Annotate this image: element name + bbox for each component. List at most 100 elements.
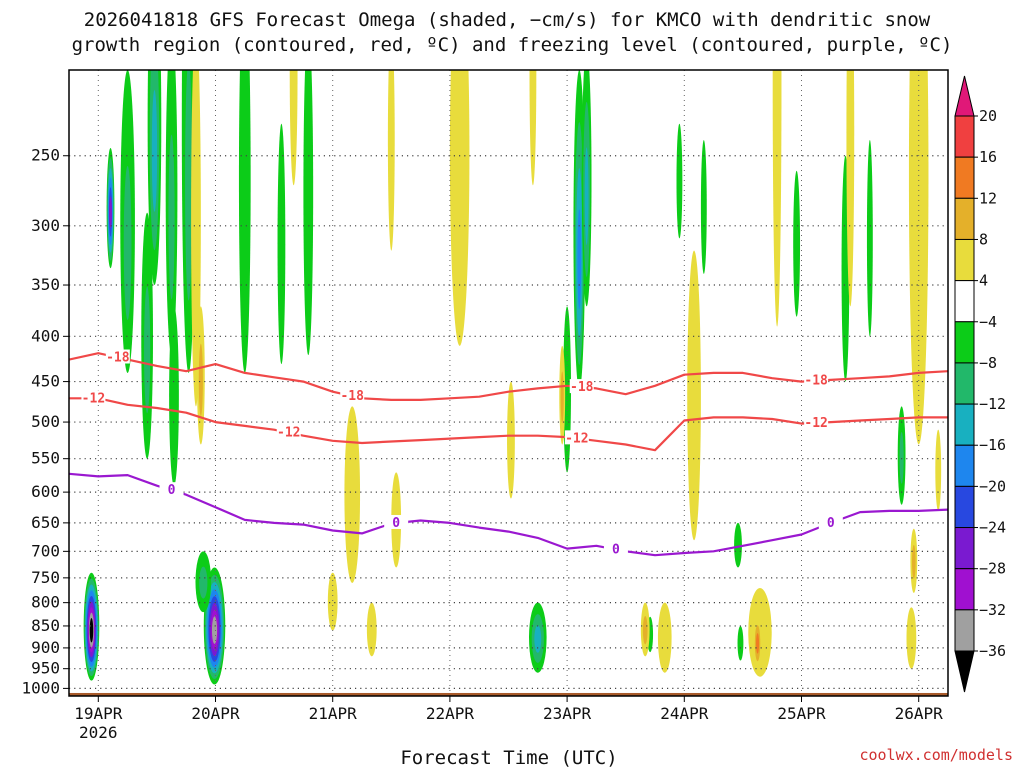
- contour-line-2: [69, 472, 948, 557]
- plot-frame: [68, 69, 949, 697]
- contour-label-2-2: 0: [612, 543, 620, 558]
- colorbar-bin-6: [954, 362, 975, 405]
- colorbar-bottom-arrow: [954, 650, 975, 693]
- contour-label-bg-1-3: [804, 414, 829, 429]
- colorbar-bin-1: [954, 156, 975, 199]
- omega-cell-34-0: [327, 572, 338, 631]
- chart-title-line-2: growth region (contoured, red, ºC) and f…: [72, 34, 953, 56]
- ytick-label-500: 500: [31, 412, 60, 431]
- omega-cell-29-0: [908, 70, 929, 445]
- contour-label-bg-2-1: [384, 514, 409, 529]
- y-axis: 250 300 350 400 450 500 550 600 650 700 750 800 850 9…: [21, 146, 69, 697]
- ytick-label-400: 400: [31, 326, 60, 345]
- contour-label-bg-2-2: [603, 541, 628, 556]
- ytick-label-850: 850: [31, 616, 60, 635]
- colorbar-label-12: −32: [979, 601, 1006, 619]
- omega-cell-50-1: [912, 544, 916, 579]
- credit-link[interactable]: coolwx.com/models: [859, 746, 1013, 764]
- contour-label-bg-2-0: [159, 482, 184, 497]
- colorbar-label-6: −8: [979, 354, 997, 372]
- ytick-label-700: 700: [31, 541, 60, 560]
- ytick-label-900: 900: [31, 638, 60, 657]
- colorbar-label-11: −28: [979, 560, 1006, 578]
- ytick-label-250: 250: [31, 146, 60, 165]
- omega-cell-35-0: [366, 602, 377, 657]
- xtick-label-0: 19APR: [74, 704, 123, 723]
- contour-label-0-2: -18: [570, 380, 594, 395]
- omega-cell-43-0: [846, 70, 855, 307]
- omega-cell-13-3: [577, 209, 582, 310]
- omega-cell-49-0: [529, 70, 537, 186]
- omega-cell-3-5: [109, 196, 113, 229]
- omega-cell-0-8: [89, 618, 94, 643]
- omega-cell-32-0: [344, 406, 361, 583]
- contour-label-bg-0-3: [804, 372, 829, 387]
- colorbar-top-arrow: [954, 75, 975, 117]
- contour-label-1-3: -12: [804, 416, 827, 431]
- colorbar-bin-2: [954, 197, 975, 240]
- contour-label-bg-1-1: [276, 424, 301, 439]
- omega-cell-18-0: [700, 140, 707, 274]
- colorbar-label-1: 16: [979, 148, 997, 166]
- colorbar-label-4: 4: [979, 272, 988, 290]
- contour-label-bg-0-2: [569, 379, 594, 394]
- omega-cell-37-1: [642, 616, 648, 645]
- omega-cell-11-0: [303, 70, 314, 356]
- xtick-label-1: 20APR: [191, 704, 240, 723]
- colorbar: 20 16 12 8 4 −4 −8 −12 −16 −20 −24 −28 −32 −36: [954, 75, 1006, 693]
- omega-cell-46-0: [507, 381, 515, 499]
- omega-cell-5-1: [144, 286, 151, 414]
- colorbar-label-9: −20: [979, 477, 1006, 495]
- ytick-label-800: 800: [31, 593, 60, 612]
- contour-label-2-3: 0: [827, 516, 835, 531]
- terrain-layer: [69, 692, 948, 696]
- xtick-label-3: 22APR: [426, 704, 475, 723]
- omega-cell-8-1: [185, 70, 193, 301]
- contour-label-0-0: -18: [106, 351, 130, 366]
- omega-cell-4-2: [151, 90, 158, 212]
- contour-label-bg-0-1: [340, 388, 365, 403]
- contour-label-1-1: -12: [277, 426, 300, 441]
- colorbar-label-8: −16: [979, 436, 1006, 454]
- colorbar-bin-8: [954, 444, 975, 487]
- xtick-label-5: 24APR: [660, 704, 709, 723]
- colorbar-bin-4: [954, 280, 975, 323]
- omega-cell-22-1: [899, 431, 904, 484]
- omega-cell-41-0: [687, 250, 701, 541]
- colorbar-label-0: 20: [979, 107, 997, 125]
- omega-cell-42-0: [772, 70, 782, 327]
- contour-label-bg-0-0: [105, 349, 130, 364]
- contour-line-0: [69, 352, 948, 401]
- omega-cell-24-0: [737, 625, 744, 661]
- colorbar-bin-10: [954, 527, 975, 570]
- contour-label-1-0: -12: [82, 391, 105, 406]
- colorbar-bin-11: [954, 568, 975, 611]
- omega-shading: [83, 70, 942, 685]
- xtick-label-7: 26APR: [895, 704, 944, 723]
- xtick-label-2: 21APR: [309, 704, 358, 723]
- ytick-label-450: 450: [31, 372, 60, 391]
- chart-title-line-1: 2026041818 GFS Forecast Omega (shaded, −…: [84, 9, 931, 31]
- omega-cell-9-0: [169, 306, 179, 486]
- contour-label-bg-1-0: [81, 390, 106, 405]
- omega-cell-48-0: [387, 70, 395, 251]
- xtick-sublabel-0: 2026: [79, 723, 118, 742]
- contour-label-0-1: -18: [340, 389, 364, 404]
- omega-cell-39-2: [756, 633, 760, 654]
- colorbar-bin-9: [954, 485, 975, 529]
- omega-cell-2-1: [199, 566, 208, 599]
- ytick-label-1000: 1000: [21, 678, 60, 697]
- ytick-label-600: 600: [31, 482, 60, 501]
- omega-cell-17-0: [676, 123, 683, 239]
- colorbar-bin-0: [954, 115, 975, 158]
- omega-cell-14-2: [584, 147, 589, 245]
- xtick-label-6: 25APR: [777, 704, 826, 723]
- contour-label-2-0: 0: [168, 483, 176, 498]
- ytick-label-350: 350: [31, 275, 60, 294]
- omega-cell-6-1: [123, 165, 132, 320]
- omega-cell-40-0: [906, 607, 917, 669]
- contour-label-1-2: -12: [565, 431, 588, 446]
- omega-cell-21-0: [866, 140, 873, 337]
- colorbar-bin-5: [954, 321, 975, 364]
